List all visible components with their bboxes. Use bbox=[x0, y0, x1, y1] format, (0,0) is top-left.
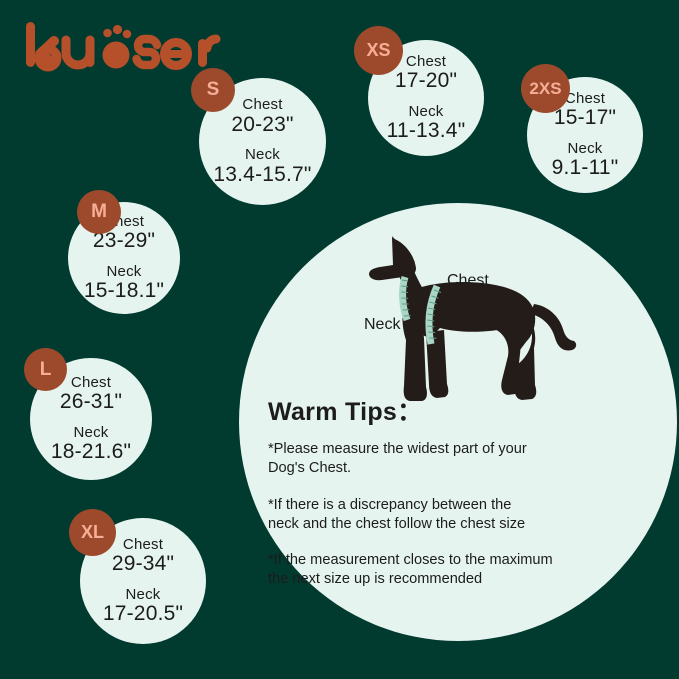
size-badge-label: XS bbox=[366, 40, 391, 60]
chest-value: 26-31" bbox=[59, 390, 123, 414]
warm-tips-section: Warm Tips： *Please measure the widest pa… bbox=[268, 392, 613, 590]
chest-value: 15-17" bbox=[553, 106, 617, 130]
warm-tip-item: *Please measure the widest part of your … bbox=[268, 441, 527, 477]
size-badge-s[interactable]: S bbox=[191, 68, 235, 112]
size-badge-label: L bbox=[39, 358, 52, 380]
chest-measurement-label: Chest bbox=[447, 272, 489, 289]
neck-value: 13.4-15.7" bbox=[213, 162, 312, 186]
size-badge-label: S bbox=[206, 79, 220, 100]
chest-value: 29-34" bbox=[111, 552, 175, 576]
chest-label: Chest bbox=[405, 52, 447, 70]
kuoser-wordmark-icon bbox=[26, 22, 221, 72]
neck-value: 17-20.5" bbox=[102, 602, 184, 626]
main-info-circle bbox=[239, 203, 677, 641]
chest-label: Chest bbox=[122, 535, 164, 553]
chest-value: 20-23" bbox=[231, 112, 294, 136]
size-badge-l[interactable]: L bbox=[24, 348, 67, 391]
size-badge-2xs[interactable]: 2XS bbox=[521, 64, 570, 113]
neck-value: 11-13.4" bbox=[386, 119, 466, 143]
size-bubble-xs[interactable]: Chest 17-20" Neck 11-13.4" bbox=[368, 40, 484, 156]
size-badge-label: M bbox=[91, 201, 107, 222]
chest-value: 23-29" bbox=[92, 229, 156, 253]
warm-tip-item: *If the measurement closes to the maximu… bbox=[268, 552, 553, 588]
size-badge-xs[interactable]: XS bbox=[354, 26, 403, 75]
warm-tips-title: Warm Tips： bbox=[268, 398, 423, 426]
chest-value: 17-20" bbox=[394, 69, 458, 93]
neck-label: Neck bbox=[73, 423, 109, 441]
chest-label: Chest bbox=[70, 373, 112, 391]
size-badge-xl[interactable]: XL bbox=[69, 509, 116, 556]
size-badge-label: 2XS bbox=[529, 78, 562, 98]
size-badge-m[interactable]: M bbox=[77, 190, 121, 234]
neck-value: 9.1-11" bbox=[551, 156, 619, 180]
neck-label: Neck bbox=[106, 262, 142, 280]
dog-silhouette-icon bbox=[352, 228, 582, 420]
neck-value: 15-18.1" bbox=[83, 279, 165, 303]
neck-label: Neck bbox=[408, 102, 444, 120]
neck-measurement-label: Neck bbox=[364, 316, 401, 333]
neck-label: Neck bbox=[125, 585, 161, 603]
warm-tip-item: *If there is a discrepancy between the n… bbox=[268, 496, 526, 532]
chest-label: Chest bbox=[564, 89, 606, 107]
chest-label: Chest bbox=[242, 96, 283, 114]
brand-logo bbox=[24, 22, 224, 82]
neck-value: 18-21.6" bbox=[50, 440, 132, 464]
size-badge-label: XL bbox=[80, 522, 104, 542]
neck-label: Neck bbox=[245, 146, 280, 163]
neck-label: Neck bbox=[567, 139, 603, 157]
